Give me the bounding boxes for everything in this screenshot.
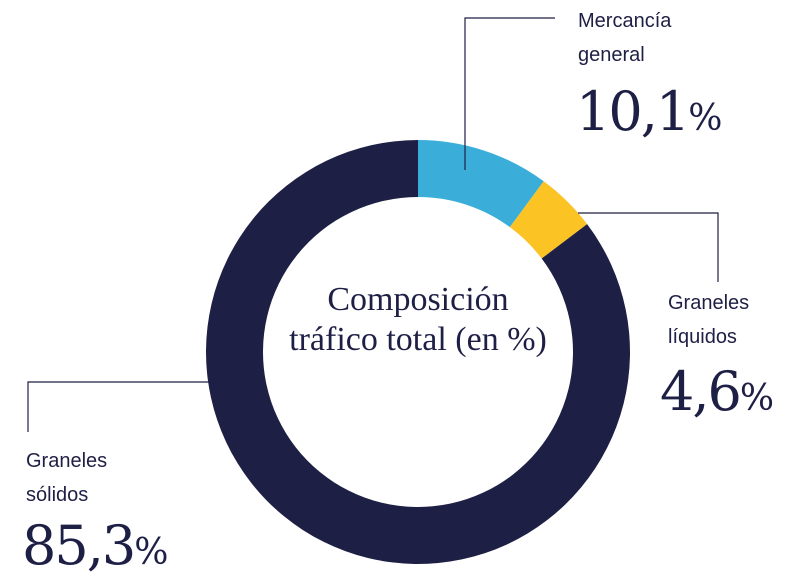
- value-label: 4,6%: [660, 360, 774, 423]
- category-label: Graneles sólidos: [26, 450, 108, 506]
- slice: [509, 181, 588, 259]
- slice: [418, 140, 544, 228]
- value-label: 85,3%: [22, 514, 168, 577]
- leader-line: [578, 212, 719, 282]
- category-label: Graneles líquidos: [668, 292, 750, 348]
- chart-title: Composición tráfico total (en %): [289, 281, 547, 358]
- value-label: 10,1%: [576, 80, 722, 143]
- category-label: Mercancía general: [578, 10, 672, 66]
- leader-lines: [27, 17, 719, 432]
- slices: [206, 140, 631, 564]
- leader-line: [27, 381, 212, 432]
- leader-line: [464, 17, 555, 170]
